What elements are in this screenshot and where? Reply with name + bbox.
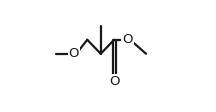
Text: O: O [109, 75, 119, 88]
Text: O: O [69, 47, 79, 60]
Text: O: O [122, 33, 133, 46]
